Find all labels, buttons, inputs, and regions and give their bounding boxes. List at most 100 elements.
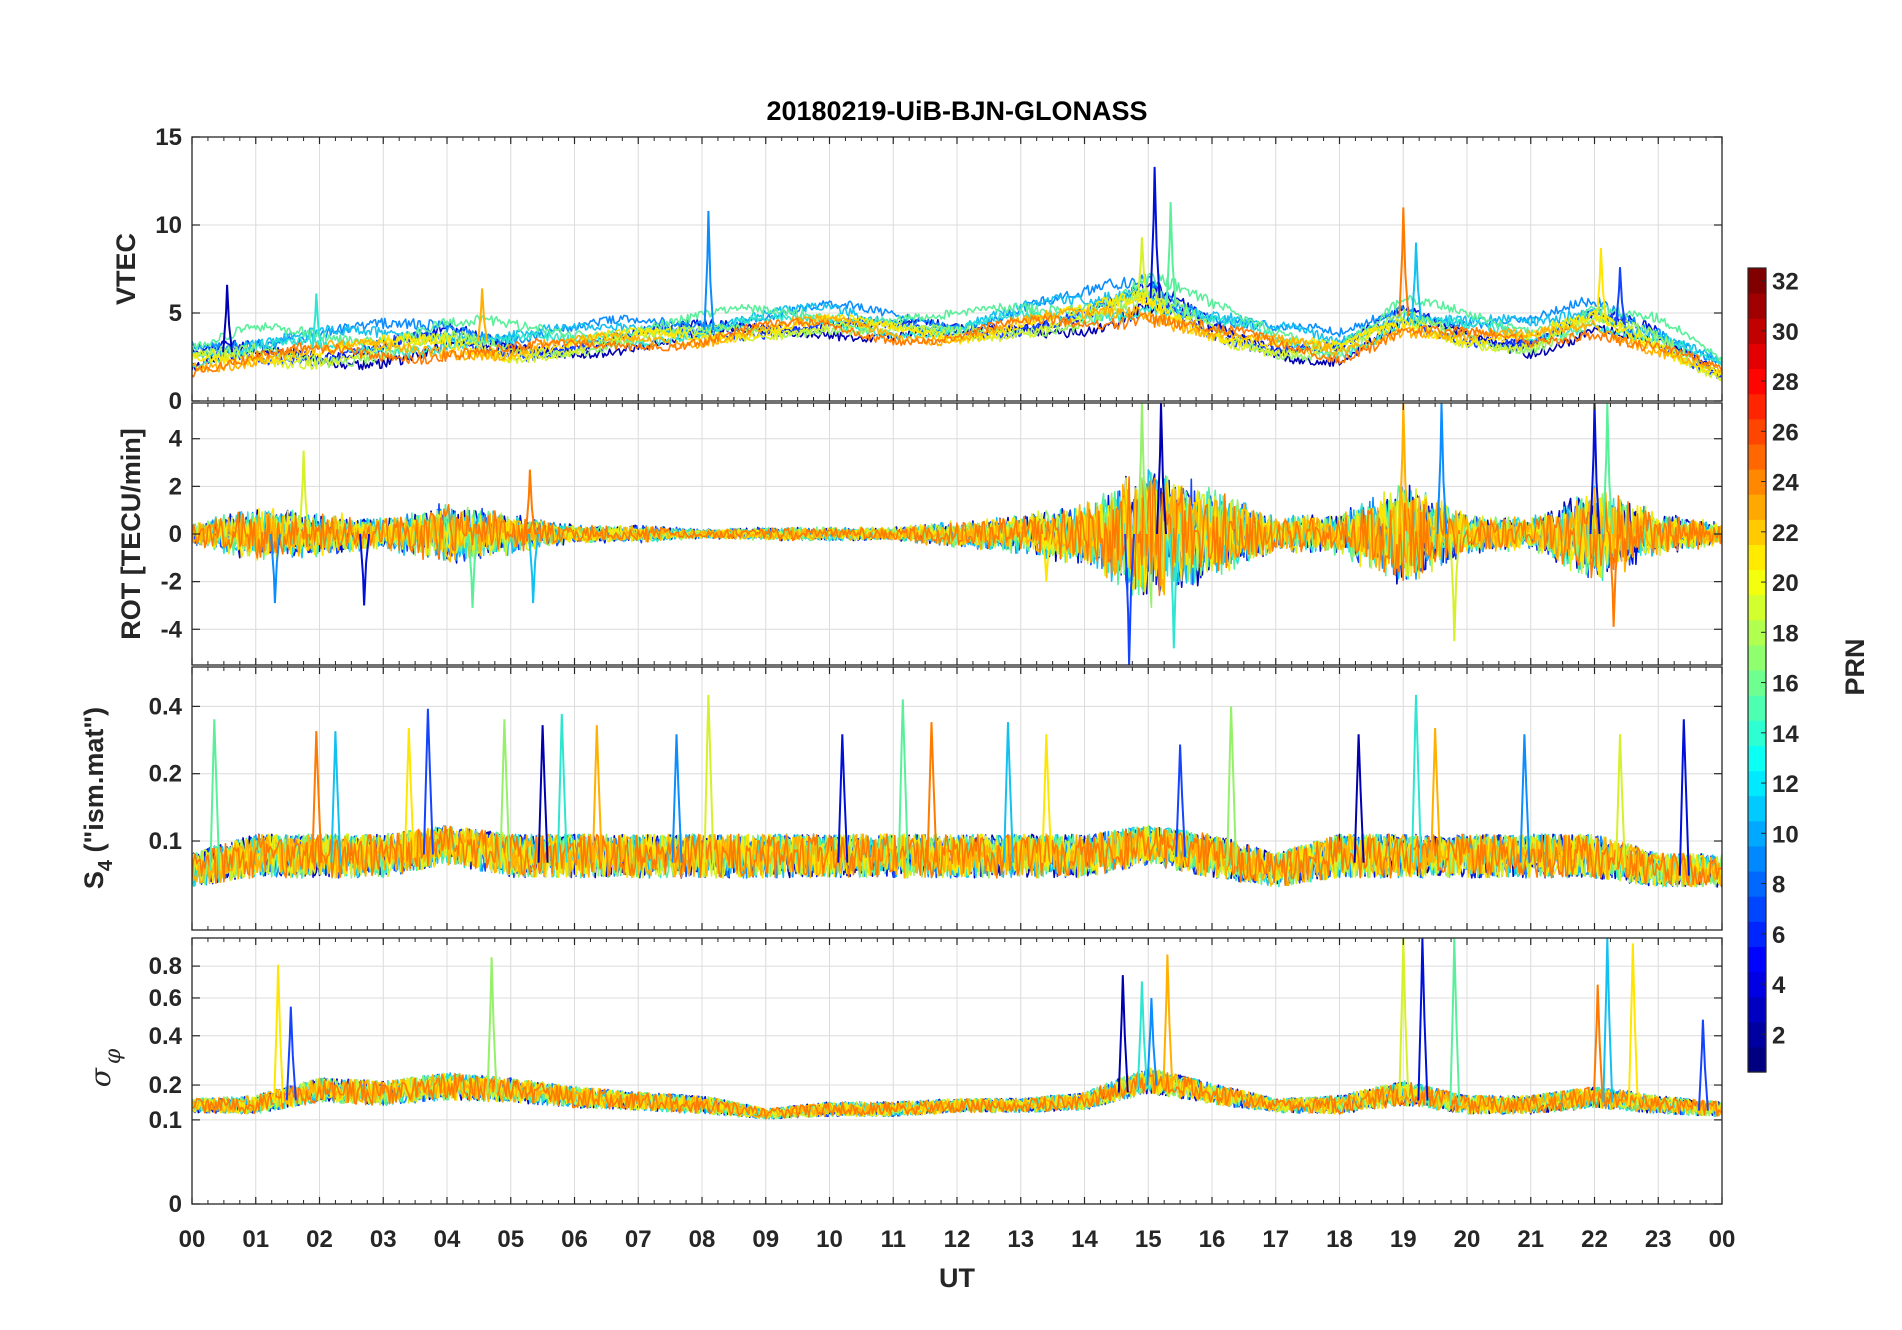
colorbar-tick-label: 28 [1772,369,1799,396]
colorbar-tick-label: 32 [1772,269,1799,296]
spike-mark [330,731,342,863]
spike-mark [524,469,536,535]
y-tick-label: 0 [169,388,182,415]
colorbar-segment [1748,293,1766,319]
colorbar-tick-label: 4 [1772,972,1786,999]
ylabel-rot: ROT [TECU/min] [116,428,146,639]
spike-mark [1417,938,1429,1101]
y-tick-label: -4 [161,616,183,643]
x-axis-ticks: 00 01 02 03 04 05 06 07 08 09 10 11 12 13 14 15 16 17 18 19… [179,1226,1736,1253]
x-tick-label: 01 [242,1226,269,1253]
panel-sigma-phi: 0 0.1 0.2 0.4 0.6 0.8 [149,937,1723,1218]
colorbar-segment [1748,393,1766,420]
spike-mark [1398,938,1410,1098]
colorbar-tick-label: 26 [1772,419,1799,446]
x-tick-label: 03 [370,1226,397,1253]
spike-mark [556,713,568,863]
spike-mark [1165,202,1177,306]
chart-title: 20180219-UiB-BJN-GLONASS [766,96,1147,126]
x-tick-label: 22 [1581,1226,1608,1253]
colorbar-frame [1747,267,1767,1073]
y-tick-label: 4 [169,426,183,453]
spike-mark [1595,247,1607,319]
y-tick-label: 0.1 [149,828,182,855]
y-tick-label: 10 [155,212,182,239]
spike-mark [209,719,221,871]
colorbar-segment [1748,268,1766,294]
x-tick-label: 16 [1199,1226,1226,1253]
y-tick-label: 0.2 [149,1072,182,1099]
x-tick-label: 19 [1390,1226,1417,1253]
spike-mark [311,731,323,863]
spike-mark [1149,166,1161,299]
colorbar-segment [1748,845,1766,872]
colorbar-segment [1748,594,1766,621]
spike-mark [1602,403,1614,535]
x-tick-label: 09 [752,1226,779,1253]
spike-mark [591,725,603,863]
colorbar-segment [1748,368,1766,395]
colorbar-tick-label: 24 [1772,470,1799,497]
spike-mark [1146,997,1158,1086]
colorbar-label: PRN [1840,638,1870,695]
spike-mark [1602,938,1614,1103]
spike-mark [1117,975,1129,1093]
spike-mark [1411,242,1422,320]
y-tick-label: 5 [169,300,182,327]
colorbar-segment [1748,418,1766,445]
panel-s4: 0.1 0.2 0.4 [149,666,1723,931]
spike-mark [1124,533,1136,665]
colorbar-segment [1748,745,1766,772]
x-tick-label: 08 [689,1226,716,1253]
spike-mark [422,708,434,855]
colorbar-tick-label: 18 [1772,620,1799,647]
colorbar-segment [1748,519,1766,545]
colorbar-segment [1748,1046,1766,1073]
panel-rot: -4 -2 0 2 4 [161,402,1723,666]
spike-mark [1589,403,1601,535]
y-tick-label: 0.4 [149,693,183,720]
y-tick-label: 0.4 [149,1023,183,1050]
colorbar-tick-label: 16 [1772,671,1799,698]
colorbar-segment [1748,770,1766,797]
spike-mark [1449,938,1461,1106]
spike-mark [528,533,540,604]
series-line-prn-14 [192,272,1722,363]
spike-mark [1156,403,1167,535]
colorbar-tick-label: 8 [1772,872,1785,899]
spike-mark [1041,734,1053,863]
y-tick-label: -2 [161,569,182,596]
spike-mark [1398,403,1410,535]
spike-mark [1136,237,1148,298]
spike-mark [1136,981,1148,1087]
x-tick-label: 23 [1645,1226,1672,1253]
y-tick-label: 2 [169,473,182,500]
spike-mark [897,699,909,863]
x-tick-label: 00 [1709,1226,1736,1253]
colorbar-segment [1748,670,1766,696]
series-group [192,694,1722,888]
spike-mark [1430,727,1442,863]
colorbar-segment [1748,695,1766,721]
x-tick-label: 12 [944,1226,971,1253]
colorbar-tick-label: 10 [1772,821,1799,848]
colorbar-tick-label: 20 [1772,570,1799,597]
spike-mark [1519,734,1531,863]
spike-mark [926,722,938,863]
spike-mark [499,719,511,862]
series-group [192,938,1722,1120]
x-tick-label: 07 [625,1226,652,1253]
spike-mark [1697,1019,1709,1111]
colorbar-segment [1748,318,1766,344]
y-tick-label: 0 [169,1191,182,1218]
ylabel-sigma-phi: σφ [84,1048,126,1087]
colorbar-segment [1748,946,1766,973]
colorbar-tick-label: 22 [1772,520,1799,547]
x-tick-label: 18 [1326,1226,1353,1253]
spike-mark [273,964,285,1104]
y-tick-label: 0 [169,521,182,548]
colorbar-segment [1748,569,1766,596]
series-line-prn-22 [192,305,1722,373]
x-tick-label: 13 [1007,1226,1034,1253]
